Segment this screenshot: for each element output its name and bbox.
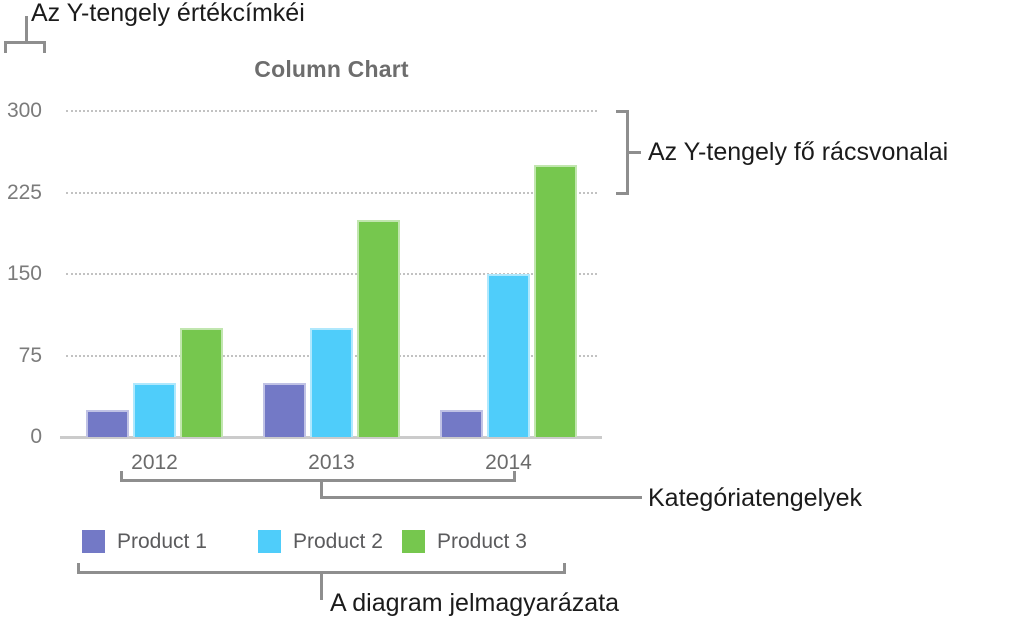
bracket-y-labels-left-tick	[4, 41, 7, 53]
legend-label-1: Product 1	[117, 530, 207, 553]
bracket-category-right-tick	[513, 471, 516, 482]
bracket-category-left-tick	[120, 471, 123, 482]
bar-2014-product-3	[534, 165, 577, 437]
callout-y-axis-major-gridlines: Az Y-tengely fő rácsvonalai	[648, 138, 949, 166]
bracket-category-lead-line	[320, 496, 642, 499]
y-axis-label-75: 75	[18, 343, 42, 367]
bar-2013-product-2	[310, 328, 353, 437]
x-axis-label-2013: 2013	[308, 451, 355, 474]
bar-2014-product-2	[487, 274, 530, 437]
legend-item-1: Product 1	[82, 530, 252, 554]
bar-2013-product-1	[263, 382, 306, 437]
bracket-gridlines-top-tick	[616, 110, 629, 113]
legend-swatch-1	[82, 530, 105, 553]
bracket-category-bar	[120, 479, 516, 482]
bracket-gridlines-bottom-tick	[616, 192, 629, 195]
legend-swatch-3	[402, 530, 425, 553]
y-gridline-300	[66, 110, 597, 112]
y-axis-label-300: 300	[6, 99, 42, 122]
bar-2012-product-1	[86, 409, 129, 437]
chart-title: Column Chart	[254, 56, 409, 82]
legend-swatch-2	[258, 530, 281, 553]
legend-item-2: Product 2	[258, 530, 428, 554]
x-axis-line	[60, 436, 602, 439]
y-axis-label-225: 225	[6, 180, 42, 204]
bar-2012-product-3	[180, 328, 223, 437]
bar-2013-product-3	[357, 219, 400, 437]
y-gridline-150	[66, 273, 597, 275]
legend-label-2: Product 2	[293, 530, 383, 553]
y-axis-label-0: 0	[30, 425, 42, 448]
bracket-y-labels-bar	[4, 41, 46, 44]
y-axis-label-150: 150	[6, 262, 42, 285]
bar-2012-product-2	[133, 382, 176, 437]
bracket-category-drop	[320, 479, 323, 499]
bracket-y-labels-right-tick	[43, 41, 46, 53]
legend-item-3: Product 3	[402, 530, 572, 554]
legend-label-3: Product 3	[437, 530, 527, 553]
callout-y-axis-value-labels: Az Y-tengely értékcímkéi	[31, 0, 305, 27]
bracket-legend-left-tick	[77, 563, 80, 574]
x-axis-label-2014: 2014	[485, 451, 532, 474]
bracket-legend-drop	[320, 571, 323, 600]
callout-category-axes: Kategóriatengelyek	[648, 484, 863, 512]
x-axis-label-2012: 2012	[131, 451, 178, 474]
y-gridline-225	[66, 191, 597, 194]
bracket-legend-right-tick	[563, 563, 566, 574]
bar-2014-product-1	[440, 409, 483, 437]
bracket-gridlines-mid-tick	[626, 151, 641, 154]
callout-chart-legend: A diagram jelmagyarázata	[330, 589, 620, 617]
bracket-y-labels-stem	[25, 16, 28, 42]
